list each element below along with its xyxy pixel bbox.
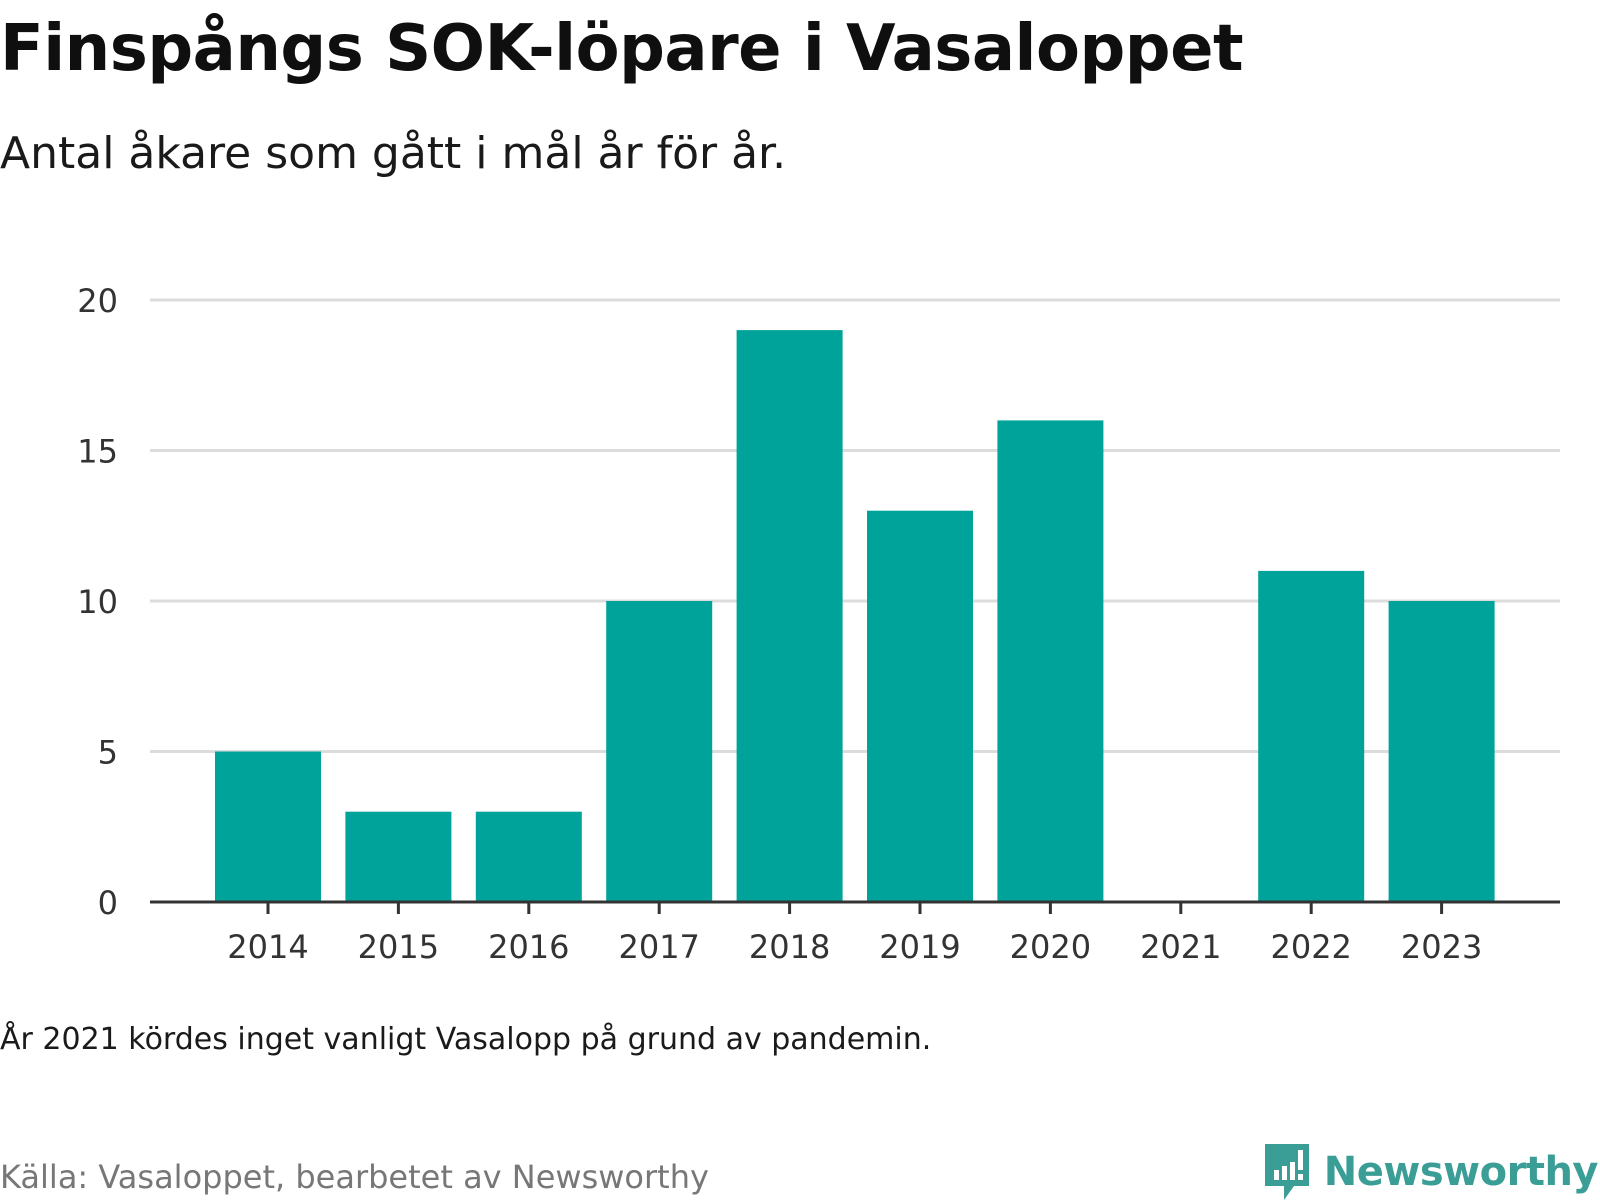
x-tick-label: 2023 bbox=[1401, 928, 1482, 966]
bar-2018 bbox=[736, 330, 843, 903]
newsworthy-logo-icon bbox=[1264, 1144, 1309, 1200]
x-tick-label: 2019 bbox=[879, 928, 960, 966]
bar-chart: 0 5 10 15 20 2014 2015 2016 2017 2018 2019 2020 202… bbox=[77, 282, 1560, 966]
brand-logo: Newsworthy bbox=[1262, 1142, 1599, 1202]
bars bbox=[215, 330, 1495, 903]
bar-2022 bbox=[1258, 570, 1365, 902]
source-credit: Källa: Vasaloppet, bearbetet av Newswort… bbox=[0, 1158, 709, 1196]
x-tick-label: 2022 bbox=[1270, 928, 1351, 966]
chart-title: Finspångs SOK-löpare i Vasaloppet bbox=[0, 12, 1244, 86]
bar-2017 bbox=[606, 601, 713, 902]
bar-2016 bbox=[475, 811, 582, 902]
y-tick-label: 10 bbox=[77, 583, 118, 621]
x-tick-label: 2021 bbox=[1140, 928, 1221, 966]
brand-name: Newsworthy bbox=[1323, 1149, 1599, 1195]
x-tick-label: 2015 bbox=[358, 928, 439, 966]
x-tick-labels: 2014 2015 2016 2017 2018 2019 2020 2021 2022 2023 bbox=[227, 928, 1482, 966]
footnote: År 2021 kördes inget vanligt Vasalopp på… bbox=[0, 1022, 932, 1057]
x-tick-label: 2018 bbox=[749, 928, 830, 966]
y-tick-label: 15 bbox=[77, 433, 118, 471]
bar-2019 bbox=[867, 510, 973, 902]
x-axis bbox=[150, 900, 1560, 914]
y-tick-label: 5 bbox=[98, 734, 118, 772]
bar-2014 bbox=[215, 751, 321, 902]
x-tick-label: 2017 bbox=[618, 928, 699, 966]
bar-2015 bbox=[345, 811, 452, 902]
x-tick-label: 2020 bbox=[1010, 928, 1091, 966]
x-tick-label: 2016 bbox=[488, 928, 569, 966]
y-tick-label: 20 bbox=[77, 282, 118, 320]
x-tick-label: 2014 bbox=[227, 928, 308, 966]
y-tick-labels: 0 5 10 15 20 bbox=[77, 282, 118, 922]
bar-2023 bbox=[1388, 601, 1495, 902]
chart-subtitle: Antal åkare som gått i mål år för år. bbox=[0, 128, 787, 179]
bar-2020 bbox=[997, 420, 1104, 902]
y-tick-label: 0 bbox=[98, 884, 118, 922]
